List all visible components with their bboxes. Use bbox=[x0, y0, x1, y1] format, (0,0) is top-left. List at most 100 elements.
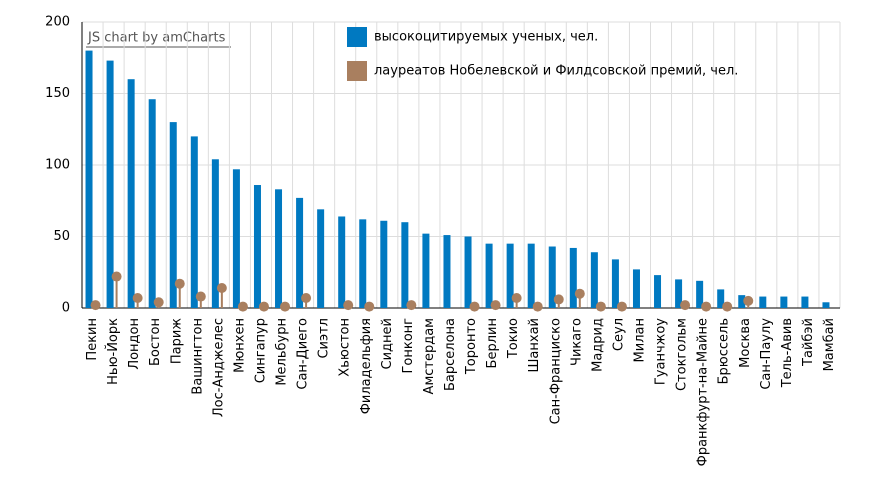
x-tick-label: Лос-Анджелес bbox=[211, 318, 226, 417]
bar bbox=[548, 246, 556, 308]
bar bbox=[717, 289, 725, 308]
x-tick-label: Мюнхен bbox=[232, 318, 247, 373]
lollipop-dot bbox=[406, 300, 417, 311]
x-tick-label: Тель-Авив bbox=[780, 318, 795, 388]
bar bbox=[527, 243, 535, 308]
x-tick-label: Пекин bbox=[85, 318, 100, 361]
bar bbox=[506, 243, 514, 308]
x-tick-label: Бостон bbox=[148, 318, 163, 366]
x-tick-label: Сингапур bbox=[253, 318, 268, 383]
x-tick-label: Гуанчжоу bbox=[654, 318, 669, 385]
x-tick-label: Чикаго bbox=[569, 318, 584, 366]
credit[interactable]: JS chart by amCharts bbox=[87, 31, 226, 46]
bar bbox=[443, 235, 451, 308]
bar bbox=[654, 275, 662, 308]
lollipop-dot bbox=[301, 292, 312, 303]
x-tick-label: Сидней bbox=[380, 318, 395, 369]
bar bbox=[422, 233, 430, 308]
lollipop-dot bbox=[195, 291, 206, 302]
legend-label: высокоцитируемых ученых, чел. bbox=[374, 30, 598, 45]
bar bbox=[611, 259, 619, 308]
bar bbox=[127, 79, 135, 308]
y-tick-label: 0 bbox=[62, 301, 70, 316]
bar bbox=[780, 296, 788, 308]
x-tick-label: Берлин bbox=[485, 318, 500, 368]
x-tick-label: Мельбурн bbox=[275, 318, 290, 386]
x-tick-label: Шанхай bbox=[527, 318, 542, 372]
x-tick-label: Хьюстон bbox=[338, 318, 353, 377]
bar bbox=[675, 279, 683, 308]
x-tick-label: Сиэтл bbox=[317, 318, 332, 359]
bar bbox=[148, 99, 156, 308]
legend-swatch bbox=[347, 27, 367, 47]
x-tick-label: Лондон bbox=[127, 318, 142, 370]
x-tick-label: Тайбэй bbox=[801, 318, 816, 367]
bar bbox=[590, 252, 598, 308]
bar bbox=[317, 209, 325, 308]
lollipop-dot bbox=[132, 292, 143, 303]
x-tick-label: Брюссель bbox=[717, 318, 732, 384]
x-tick-label: Франкфурт-на-Майне bbox=[696, 318, 711, 466]
lollipop-dot bbox=[237, 301, 248, 312]
lollipop-dot bbox=[511, 292, 522, 303]
bar bbox=[485, 243, 493, 308]
lollipop-dot bbox=[90, 300, 101, 311]
legend-swatch bbox=[347, 61, 367, 81]
x-tick-label: Сан-Диего bbox=[296, 318, 311, 390]
y-tick-label: 150 bbox=[45, 86, 70, 101]
x-tick-label: Токио bbox=[506, 318, 521, 359]
x-tick-label: Сеул bbox=[611, 318, 626, 351]
x-tick-label: Барселона bbox=[443, 318, 458, 391]
bar bbox=[275, 189, 283, 308]
lollipop-dot bbox=[532, 301, 543, 312]
x-tick-label: Мамбай bbox=[822, 318, 837, 371]
legend-label: лауреатов Нобелевской и Филдсовской прем… bbox=[374, 64, 738, 79]
bar bbox=[211, 159, 219, 308]
lollipop-dot bbox=[722, 301, 733, 312]
x-tick-label: Торонто bbox=[464, 318, 479, 375]
bar bbox=[401, 222, 409, 308]
lollipop-dot bbox=[553, 294, 564, 305]
bar bbox=[801, 296, 809, 308]
x-tick-label: Стокгольм bbox=[675, 318, 690, 391]
lollipop-dot bbox=[680, 300, 691, 311]
bar bbox=[338, 216, 346, 308]
y-tick-label: 100 bbox=[45, 158, 70, 173]
bar bbox=[759, 296, 767, 308]
lollipop-dot bbox=[258, 301, 269, 312]
lollipop-dot bbox=[111, 271, 122, 282]
lollipop-dot bbox=[364, 301, 375, 312]
x-tick-label: Мадрид bbox=[590, 318, 605, 372]
bar bbox=[106, 60, 114, 308]
bar bbox=[85, 50, 93, 308]
lollipop-dot bbox=[574, 288, 585, 299]
bar bbox=[464, 236, 472, 308]
x-tick-label: Москва bbox=[738, 318, 753, 368]
lollipop-dot bbox=[469, 301, 480, 312]
bar bbox=[569, 247, 577, 308]
lollipop-dot bbox=[216, 282, 227, 293]
y-tick-label: 200 bbox=[45, 15, 70, 30]
x-tick-label: Париж bbox=[169, 318, 184, 364]
bar bbox=[632, 269, 640, 308]
bar bbox=[169, 122, 177, 308]
bar bbox=[380, 220, 388, 308]
x-tick-label: Вашингтон bbox=[190, 318, 205, 395]
bar bbox=[822, 302, 830, 308]
bar bbox=[696, 280, 704, 308]
bar bbox=[296, 197, 304, 308]
x-tick-label: Сан-Франциско bbox=[548, 318, 563, 424]
lollipop-dot bbox=[616, 301, 627, 312]
lollipop-dot bbox=[743, 295, 754, 306]
lollipop-dot bbox=[174, 278, 185, 289]
lollipop-dot bbox=[153, 297, 164, 308]
lollipop-dot bbox=[343, 300, 354, 311]
x-tick-label: Филадельфия bbox=[359, 318, 374, 414]
lollipop-dot bbox=[490, 300, 501, 311]
bar bbox=[232, 169, 240, 308]
x-tick-label: Милан bbox=[632, 318, 647, 362]
x-tick-label: Нью-Йорк bbox=[105, 318, 121, 385]
lollipop-dot bbox=[701, 301, 712, 312]
bar bbox=[738, 295, 746, 308]
